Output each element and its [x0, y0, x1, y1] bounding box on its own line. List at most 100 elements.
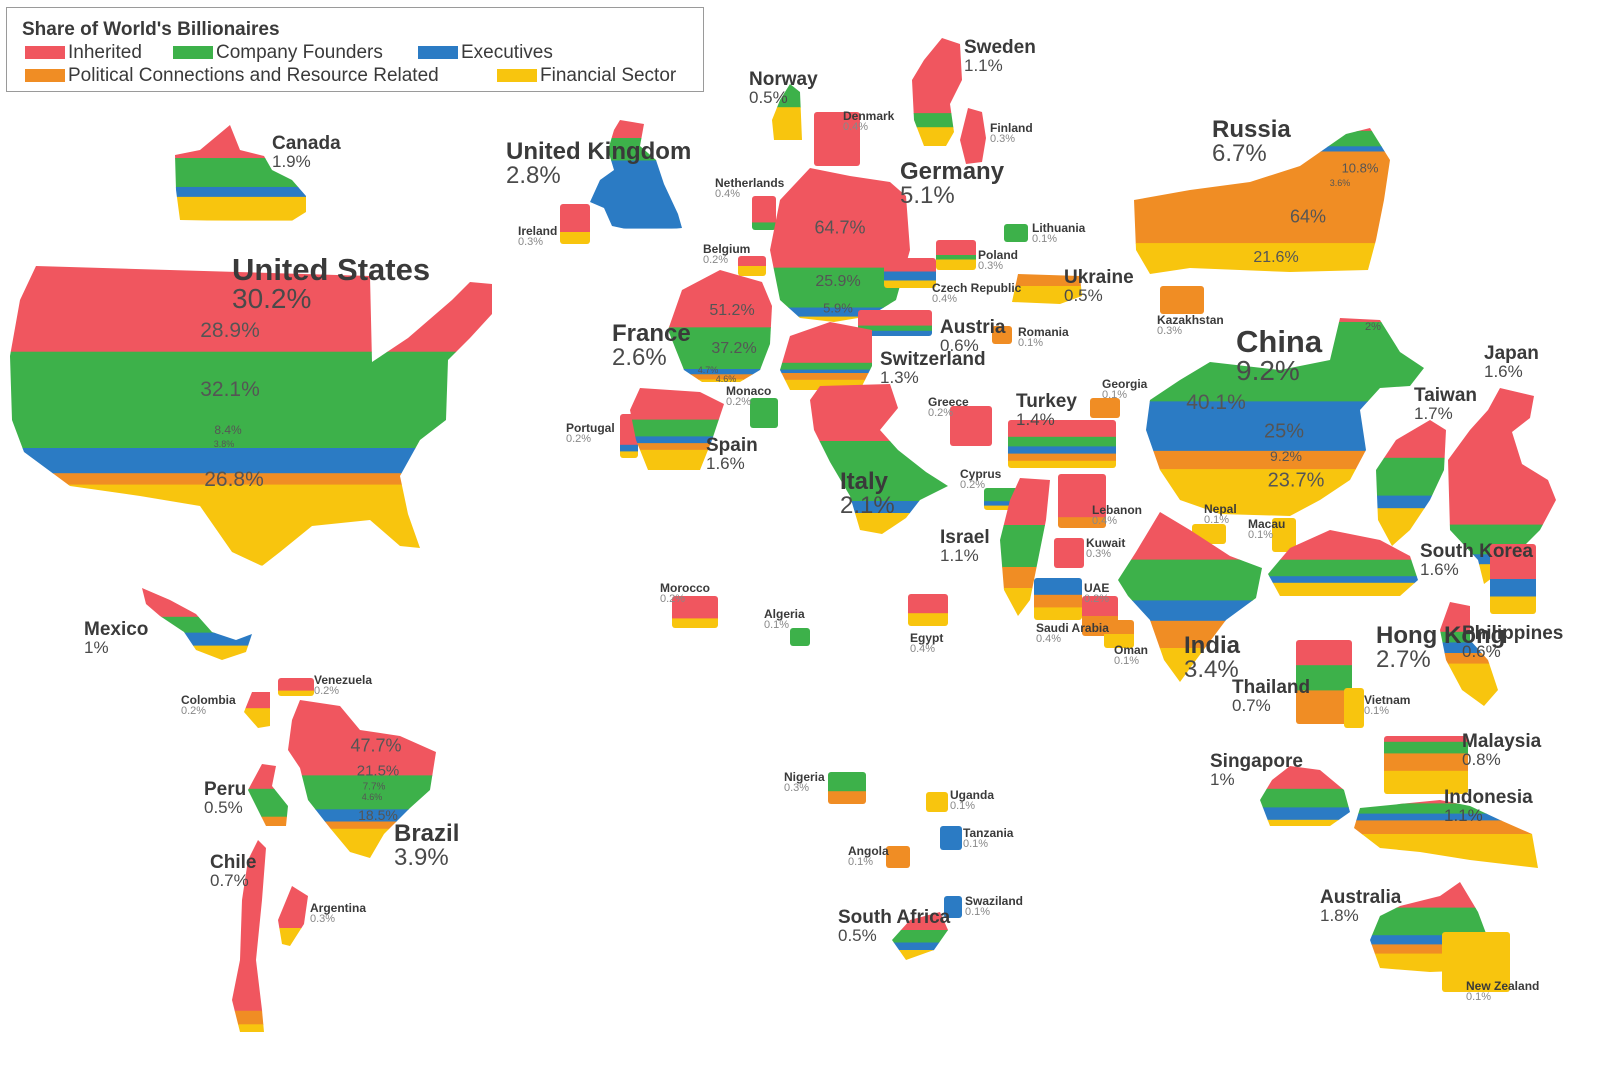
- stripe-chile-political: [232, 1010, 266, 1025]
- stripe-philippines-executives: [1440, 642, 1498, 654]
- country-share-switzerland: 1.3%: [880, 368, 919, 387]
- label-vietnam: Vietnam 0.1%: [1364, 694, 1410, 717]
- label-hong-kong: Hong Kong 2.7%: [1376, 624, 1505, 672]
- country-peru: [248, 764, 288, 826]
- country-name-netherlands: Netherlands: [715, 176, 785, 190]
- country-share-thailand: 0.7%: [1232, 696, 1271, 715]
- segment-france-inherited: 51.2%: [709, 302, 755, 319]
- country-share-egypt: 0.4%: [910, 643, 936, 655]
- stripe-egypt-inherited: [908, 594, 948, 614]
- country-name-denmark: Denmark: [843, 109, 895, 123]
- segment-russia-founders: 10.8%: [1341, 160, 1379, 176]
- country-name-germany: Germany: [900, 158, 1005, 185]
- stripe-saudi-arabia-executives: [1034, 578, 1082, 596]
- stripe-turkey-executives: [1008, 446, 1116, 455]
- country-share-ukraine: 0.5%: [1064, 286, 1103, 305]
- stripe-singapore-financial: [1260, 819, 1350, 826]
- stripe-georgia-political: [1090, 398, 1120, 418]
- stripe-uae-inherited: [1082, 596, 1118, 617]
- stripe-portugal-executives: [620, 444, 638, 452]
- label-taiwan: Taiwan 1.7%: [1414, 386, 1477, 422]
- stripe-malaysia-inherited: [1384, 736, 1468, 743]
- country-austria: [858, 310, 932, 336]
- label-saudi-arabia: Saudi Arabia 0.4%: [1036, 622, 1109, 645]
- label-kazakhstan: Kazakhstan 0.3%: [1157, 314, 1224, 337]
- country-name-italy: Italy: [840, 468, 889, 495]
- stripe-spain-financial: [630, 449, 724, 470]
- country-name-czech-republic: Czech Republic: [932, 281, 1022, 295]
- stripe-ukraine-political: [1012, 274, 1082, 287]
- stripe-united-states-financial: [10, 484, 492, 566]
- country-share-oman: 0.1%: [1114, 655, 1140, 667]
- country-venezuela: [278, 678, 314, 696]
- country-poland: [936, 240, 976, 270]
- country-name-norway: Norway: [749, 69, 818, 90]
- country-czech-republic: [884, 258, 936, 288]
- label-morocco: Morocco 0.2%: [660, 582, 710, 605]
- stripe-belgium-inherited: [738, 256, 766, 267]
- label-united-kingdom: United Kingdom 2.8%: [506, 140, 691, 188]
- label-portugal: Portugal 0.2%: [566, 422, 615, 445]
- country-name-tanzania: Tanzania: [963, 826, 1014, 840]
- stripe-belgium-financial: [738, 266, 766, 276]
- stripe-spain-inherited: [630, 388, 724, 421]
- legend-item-inherited: Inherited: [25, 42, 142, 64]
- stripe-spain-founders: [630, 419, 724, 437]
- legend-item-financial: Financial Sector: [497, 65, 676, 87]
- label-ukraine: Ukraine 0.5%: [1064, 268, 1134, 304]
- country-name-france: France: [612, 320, 691, 347]
- country-share-sweden: 1.1%: [964, 56, 1003, 75]
- stripe-taiwan-inherited: [1376, 420, 1446, 459]
- country-share-venezuela: 0.2%: [314, 685, 340, 697]
- stripe-portugal-financial: [620, 451, 638, 458]
- stripe-austria-founders: [858, 325, 932, 332]
- segment-united_states-inherited: 28.9%: [200, 319, 260, 342]
- label-canada: Canada 1.9%: [272, 134, 341, 170]
- stripe-peru-political: [248, 816, 288, 826]
- country-share-turkey: 1.4%: [1016, 410, 1055, 429]
- country-name-oman: Oman: [1114, 643, 1149, 657]
- segment-germany-executives: 5.9%: [823, 300, 853, 316]
- stripe-turkey-political: [1008, 453, 1116, 462]
- stripe-israel-founders: [1000, 525, 1050, 568]
- country-name-argentina: Argentina: [310, 901, 367, 915]
- country-kazakhstan: [1160, 286, 1204, 314]
- stripe-singapore-founders: [1260, 788, 1350, 808]
- country-vietnam: [1344, 688, 1364, 728]
- country-name-swaziland: Swaziland: [965, 894, 1024, 908]
- country-name-chile: Chile: [210, 852, 257, 873]
- country-thailand: [1296, 640, 1352, 724]
- stripe-switzerland-financial: [780, 379, 872, 390]
- country-russia: [1134, 128, 1390, 274]
- legend-swatch-founders: [173, 46, 213, 59]
- legend-label-inherited: Inherited: [68, 42, 142, 63]
- stripe-kuwait-inherited: [1054, 538, 1084, 568]
- country-name-cyprus: Cyprus: [960, 467, 1002, 481]
- stripe-united-states-political: [10, 473, 492, 486]
- segment-brazil-financial: 18.5%: [358, 807, 398, 823]
- stripe-philippines-founders: [1440, 631, 1498, 643]
- stripe-spain-political: [630, 443, 724, 451]
- country-share-philippines: 0.6%: [1462, 642, 1501, 661]
- country-share-italy: 2.1%: [840, 492, 895, 519]
- country-oman: [1104, 620, 1134, 648]
- label-georgia: Georgia 0.1%: [1102, 378, 1147, 401]
- stripe-australia-executives: [1370, 935, 1490, 945]
- country-taiwan: [1376, 420, 1446, 546]
- legend-swatch-executives: [418, 46, 458, 59]
- stripe-south-africa-executives: [892, 942, 948, 951]
- country-share-romania: 0.1%: [1018, 337, 1044, 349]
- country-share-ireland: 0.3%: [518, 236, 544, 248]
- country-name-angola: Angola: [848, 844, 889, 858]
- stripe-sweden-financial: [912, 127, 962, 146]
- stripe-macau-financial: [1272, 518, 1296, 552]
- country-share-peru: 0.5%: [204, 798, 243, 817]
- label-australia: Australia 1.8%: [1320, 888, 1401, 924]
- country-share-uae: 0.2%: [1084, 593, 1110, 605]
- country-share-georgia: 0.1%: [1102, 389, 1128, 401]
- country-share-indonesia: 1.1%: [1444, 806, 1483, 825]
- stripe-philippines-political: [1440, 653, 1498, 665]
- segment-brazil-inherited: 47.7%: [350, 735, 402, 756]
- country-share-czech-republic: 0.4%: [932, 293, 958, 305]
- stripe-netherlands-inherited: [752, 196, 776, 224]
